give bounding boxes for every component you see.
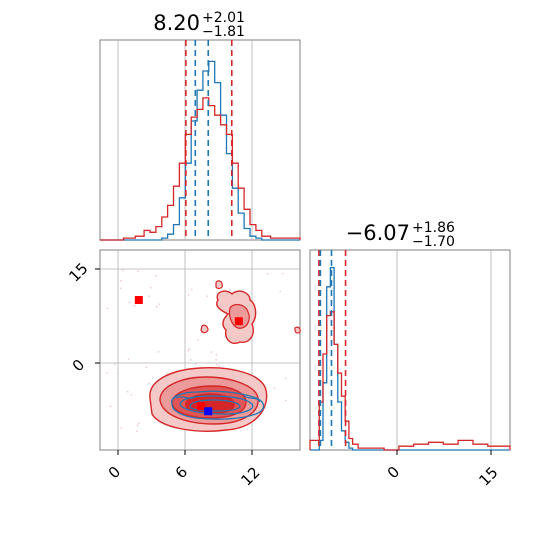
- sample-point: [106, 371, 109, 374]
- sample-point: [117, 372, 119, 375]
- x-tick-label: 6: [172, 463, 191, 482]
- sample-point: [130, 394, 133, 396]
- sample-point: [120, 279, 122, 282]
- sample-point: [158, 303, 161, 306]
- sample-point: [183, 340, 186, 343]
- sample-point: [279, 290, 282, 293]
- sample-point: [284, 377, 287, 380]
- sample-point: [284, 399, 287, 402]
- red-contour-island-small: [215, 280, 223, 290]
- sample-point: [136, 430, 138, 432]
- sample-point: [266, 273, 269, 275]
- param2-upper-error: +1.86: [412, 220, 455, 236]
- panel-frame: [309, 249, 511, 451]
- sample-point: [157, 351, 160, 353]
- sample-point: [138, 422, 140, 424]
- sample-point: [187, 349, 190, 352]
- sample-point: [229, 289, 232, 291]
- param2-lower-error: −1.70: [412, 234, 455, 250]
- sample-point: [120, 426, 123, 429]
- histogram-line-red: [309, 311, 511, 451]
- x-tick-label: 15: [475, 463, 501, 489]
- x-tick-label: 0: [105, 463, 124, 482]
- marker-red: [134, 296, 143, 304]
- sample-point: [210, 351, 213, 353]
- red-contour-island-small: [200, 324, 209, 334]
- histogram-red: [309, 311, 511, 451]
- histogram-line-blue: [310, 266, 510, 451]
- sample-point: [215, 354, 218, 356]
- sample-point: [148, 382, 151, 384]
- sample-point: [215, 363, 218, 366]
- sample-point: [195, 363, 197, 365]
- blue-contour-outer: [171, 390, 265, 420]
- sample-point: [149, 286, 152, 289]
- sample-point: [128, 301, 131, 304]
- blue-contour-wisp: [175, 395, 261, 403]
- marginal-panel-param2: 0 15 −6.07 +1.86 −1.70: [309, 220, 511, 490]
- quantile-lines: [185, 40, 233, 240]
- sample-point: [281, 272, 284, 275]
- sample-point: [106, 307, 109, 310]
- x-tick-label: 12: [237, 463, 263, 489]
- sample-point: [119, 287, 122, 290]
- histogram-red: [100, 97, 301, 241]
- sample-point: [165, 372, 168, 375]
- sample-point: [137, 270, 139, 272]
- param1-lower-error: −1.81: [202, 24, 245, 40]
- param2-median: −6.07: [346, 221, 410, 245]
- marginal-panel-param1: 8.20 +2.01 −1.81: [99, 10, 301, 241]
- red-contour-island-inner: [228, 303, 250, 329]
- sample-point: [133, 304, 136, 307]
- param1-median: 8.20: [153, 11, 200, 35]
- sample-point: [121, 269, 124, 272]
- joint-panel: 15 0 0 6 12: [65, 249, 301, 490]
- best-fit-markers: [134, 296, 243, 416]
- x-tick-label: 0: [384, 463, 403, 482]
- y-tick-label: 0: [69, 356, 88, 375]
- sample-point: [197, 339, 200, 341]
- sample-point: [155, 274, 158, 277]
- marker-red: [234, 317, 243, 326]
- histogram-line-red: [100, 97, 301, 241]
- marker-blue: [204, 407, 213, 416]
- sample-point: [218, 365, 221, 367]
- histogram-blue: [310, 266, 510, 451]
- red-contour-island-small: [294, 326, 301, 334]
- sample-point: [114, 363, 116, 366]
- sample-point: [127, 358, 130, 360]
- sample-point: [187, 294, 190, 296]
- sample-point: [273, 387, 276, 390]
- sample-point: [145, 366, 148, 369]
- sample-point: [215, 358, 218, 361]
- sample-point: [188, 348, 191, 350]
- sample-point: [206, 295, 208, 298]
- sample-point: [126, 390, 129, 393]
- sample-point: [136, 424, 139, 427]
- y-tick-label: 15: [65, 259, 91, 285]
- param1-upper-error: +2.01: [202, 10, 245, 26]
- panel-frame: [99, 39, 301, 241]
- quantile-lines: [318, 250, 347, 450]
- sample-point: [155, 305, 158, 308]
- sample-point: [190, 288, 193, 291]
- sample-point: [109, 405, 112, 408]
- marker-red: [197, 402, 206, 411]
- sample-point: [189, 359, 192, 361]
- sample-point: [148, 295, 151, 298]
